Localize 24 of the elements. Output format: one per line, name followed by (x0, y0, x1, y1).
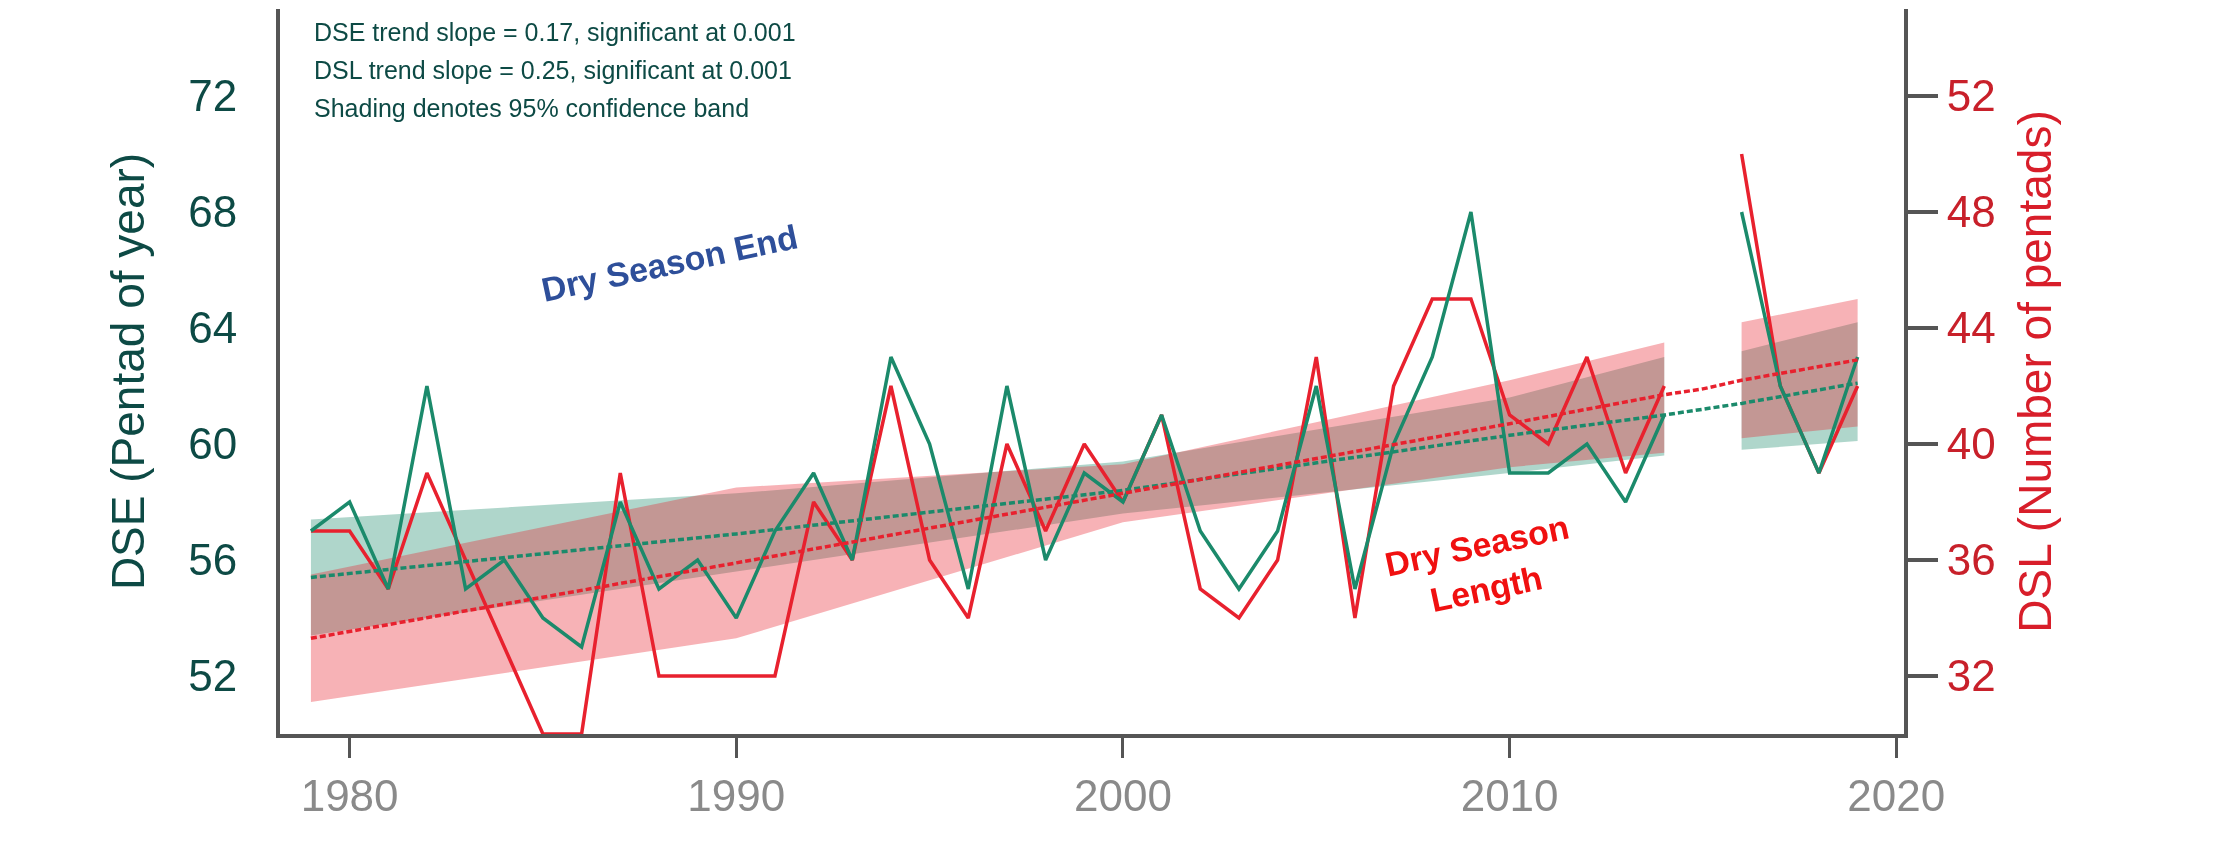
y-tick-label: 52 (188, 651, 238, 701)
y2-tick-label: 32 (1946, 651, 1996, 701)
x-tick-label: 2010 (1460, 770, 1559, 820)
x-tick-label: 1990 (687, 770, 786, 820)
y-tick-label: 72 (188, 71, 238, 121)
y-tick-label: 60 (188, 419, 238, 469)
y-axis-title: DSE (Pentad of year) (102, 152, 155, 591)
y2-tick-label: 40 (1946, 419, 1996, 469)
y-tick-label: 56 (188, 535, 238, 585)
x-tick-label: 1980 (300, 770, 399, 820)
y2-axis-title: DSL (Number of pentads) (2008, 110, 2061, 633)
x-tick-label: 2000 (1073, 770, 1172, 820)
y2-tick-label: 44 (1946, 303, 1996, 353)
y2-tick-label: 36 (1946, 535, 1996, 585)
annotation: Dry Season End (537, 217, 801, 309)
annotation: Shading denotes 95% confidence band (314, 94, 750, 122)
y2-tick-label: 52 (1946, 71, 1996, 121)
annotation: Dry Season Length (1381, 507, 1573, 620)
annotation: DSL trend slope = 0.25, significant at 0.001 (314, 56, 792, 84)
annotation: DSE trend slope = 0.17, significant at 0.001 (314, 18, 796, 46)
y-tick-label: 68 (188, 187, 238, 237)
x-tick-label: 2020 (1847, 770, 1946, 820)
y-tick-label: 64 (188, 303, 238, 353)
y2-tick-label: 48 (1946, 187, 1996, 237)
